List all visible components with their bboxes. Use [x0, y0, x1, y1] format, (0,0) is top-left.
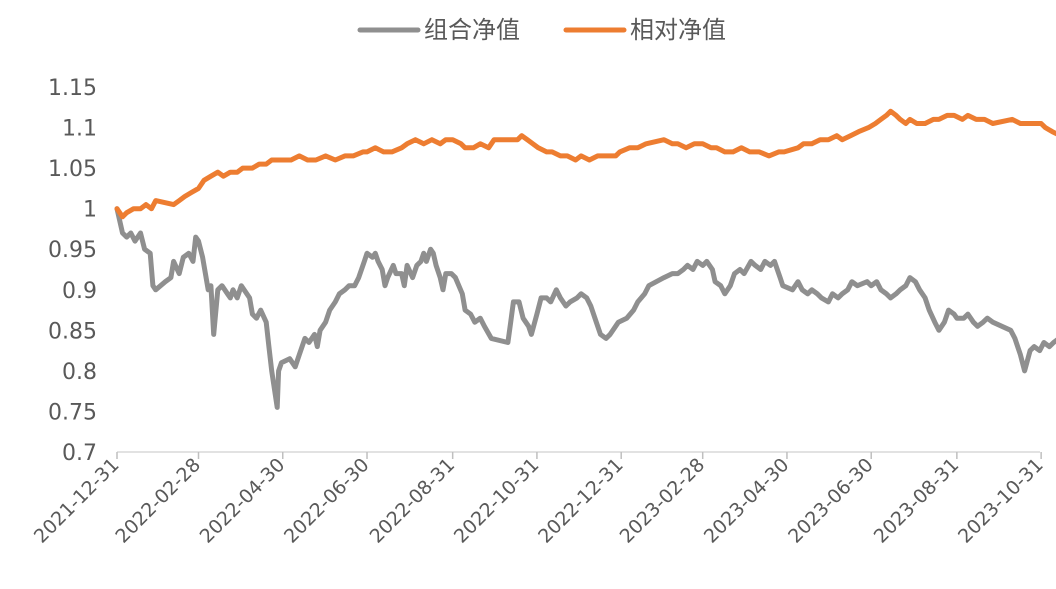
y-tick-label: 1.1	[62, 117, 97, 142]
y-tick-label: 0.75	[48, 400, 97, 425]
y-tick-label: 0.95	[48, 238, 97, 263]
x-tick-label: 2022-02-28	[111, 454, 205, 548]
legend-label-portfolio: 组合净值	[424, 16, 520, 44]
x-tick-label: 2022-12-31	[534, 454, 628, 548]
legend: 组合净值 相对净值	[357, 16, 726, 44]
x-tick-label: 2023-10-31	[954, 454, 1048, 548]
x-axis: 2021-12-312022-02-282022-04-302022-06-30…	[30, 451, 1048, 548]
series-line-portfolio	[114, 206, 1056, 410]
y-tick-label: 0.85	[48, 319, 97, 344]
y-axis: 0.7 0.75 0.8 0.85 0.9 0.95 1 1.05 1.1 1.15	[48, 76, 97, 466]
x-tick-label: 2023-08-31	[870, 454, 964, 548]
y-tick-label: 0.8	[62, 360, 97, 385]
y-tick-label: 1.05	[48, 157, 97, 182]
x-tick-label: 2022-06-30	[280, 454, 374, 548]
x-tick-label: 2021-12-31	[30, 454, 124, 548]
legend-label-relative: 相对净值	[630, 16, 726, 44]
x-tick-label: 2022-08-31	[366, 454, 460, 548]
y-tick-label: 1.15	[48, 76, 97, 101]
y-tick-label: 1	[83, 198, 97, 223]
legend-item-portfolio: 组合净值	[357, 16, 520, 44]
series-line-relative	[114, 108, 1056, 220]
x-tick-label: 2022-10-31	[450, 454, 544, 548]
x-tick-label: 2023-02-28	[616, 454, 710, 548]
x-tick-label: 2023-04-30	[700, 454, 794, 548]
y-tick-label: 0.9	[62, 279, 97, 304]
x-tick-label: 2023-06-30	[784, 454, 878, 548]
x-tick-label: 2022-04-30	[196, 454, 290, 548]
y-tick-label: 0.7	[62, 441, 97, 466]
plot-area	[114, 108, 1056, 410]
legend-item-relative: 相对净值	[563, 16, 726, 44]
